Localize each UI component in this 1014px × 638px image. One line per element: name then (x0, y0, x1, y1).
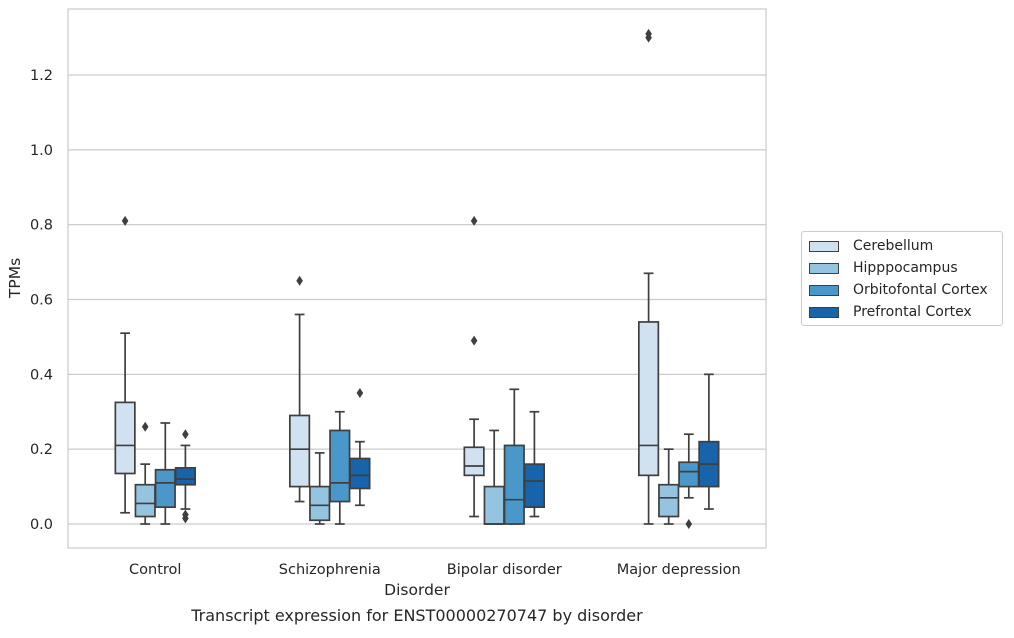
outlier-point (182, 429, 189, 440)
box-plot (154, 422, 176, 525)
legend-item-prefrontal: Prefrontal Cortex (809, 304, 972, 320)
box (523, 463, 546, 509)
box-plot (698, 373, 720, 510)
legend-swatch-hippocampus (809, 262, 839, 274)
box (349, 457, 371, 490)
box-plots (114, 28, 720, 529)
box-plot (289, 275, 311, 503)
x-tick-label: Bipolar disorder (447, 562, 562, 578)
chart-caption: Transcript expression for ENST0000027074… (191, 606, 643, 625)
x-tick-labels: Control Schizophrenia Bipolar disorder Majo… (129, 562, 741, 578)
outlier-point (470, 215, 478, 226)
plot-frame (67, 8, 767, 549)
outlier-point (182, 509, 189, 520)
x-tick-label: Schizophrenia (279, 562, 381, 578)
box (658, 483, 680, 518)
legend-swatch-cerebellum (809, 240, 839, 252)
legend: Cerebellum Hipppocampus Orbitofontal Cor… (801, 231, 1003, 326)
y-tick-label: 0.4 (30, 367, 53, 383)
box (637, 321, 660, 477)
outlier-point (356, 388, 364, 399)
x-tick-label: Major depression (617, 562, 741, 578)
legend-item-hippocampus: Hipppocampus (809, 260, 958, 276)
legend-label-orbitofrontal: Orbitofontal Cortex (853, 282, 988, 298)
y-tick-label: 0.0 (30, 517, 53, 533)
y-tick-label: 1.2 (30, 68, 53, 84)
box (483, 485, 505, 525)
legend-swatch-prefrontal (809, 306, 839, 318)
outlier-point (296, 275, 303, 286)
outlier-point (685, 519, 693, 529)
box (289, 414, 311, 488)
legend-label-prefrontal: Prefrontal Cortex (853, 304, 972, 320)
outlier-point (470, 335, 478, 346)
box (309, 485, 331, 522)
box (678, 461, 700, 488)
y-tick-label: 0.2 (30, 442, 53, 458)
box (154, 468, 176, 509)
box-plot (349, 388, 371, 507)
y-tick-label: 0.8 (30, 218, 53, 234)
x-axis-label: Disorder (384, 581, 450, 599)
box (134, 483, 156, 518)
outlier-point (645, 28, 652, 39)
grid-lines (68, 74, 766, 525)
legend-item-cerebellum: Cerebellum (809, 238, 933, 254)
box-plot (463, 215, 485, 518)
box-plot (678, 433, 700, 529)
y-tick-labels: 0.0 0.2 0.4 0.6 0.8 1.0 1.2 (30, 68, 53, 533)
y-axis-label: TPMs (6, 258, 24, 299)
box-plot (309, 452, 331, 525)
box-plot (637, 28, 660, 525)
legend-label-hippocampus: Hipppocampus (853, 260, 958, 276)
box-plot (174, 429, 196, 524)
box-plot (329, 410, 351, 525)
y-tick-label: 1.0 (30, 143, 53, 159)
box (174, 467, 196, 486)
legend-swatch-orbitofrontal (809, 284, 839, 296)
outlier-point (121, 215, 129, 226)
x-tick-label: Control (129, 562, 181, 578)
box-plot (483, 429, 505, 525)
box-plot (523, 410, 546, 518)
outlier-point (141, 421, 149, 432)
y-tick-label: 0.6 (30, 293, 53, 309)
box (114, 401, 136, 475)
box-plot (503, 388, 525, 525)
legend-label-cerebellum: Cerebellum (853, 238, 934, 254)
box-plot (114, 215, 136, 514)
box (329, 429, 351, 503)
legend-item-orbitofrontal: Orbitofontal Cortex (809, 282, 988, 298)
box (463, 446, 485, 477)
box-plot (134, 421, 156, 525)
box (503, 444, 525, 525)
box-plot (658, 448, 680, 525)
